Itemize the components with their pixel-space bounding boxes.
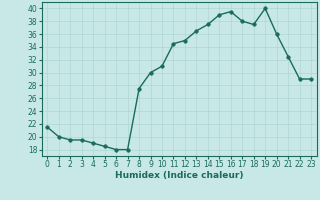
- X-axis label: Humidex (Indice chaleur): Humidex (Indice chaleur): [115, 171, 244, 180]
